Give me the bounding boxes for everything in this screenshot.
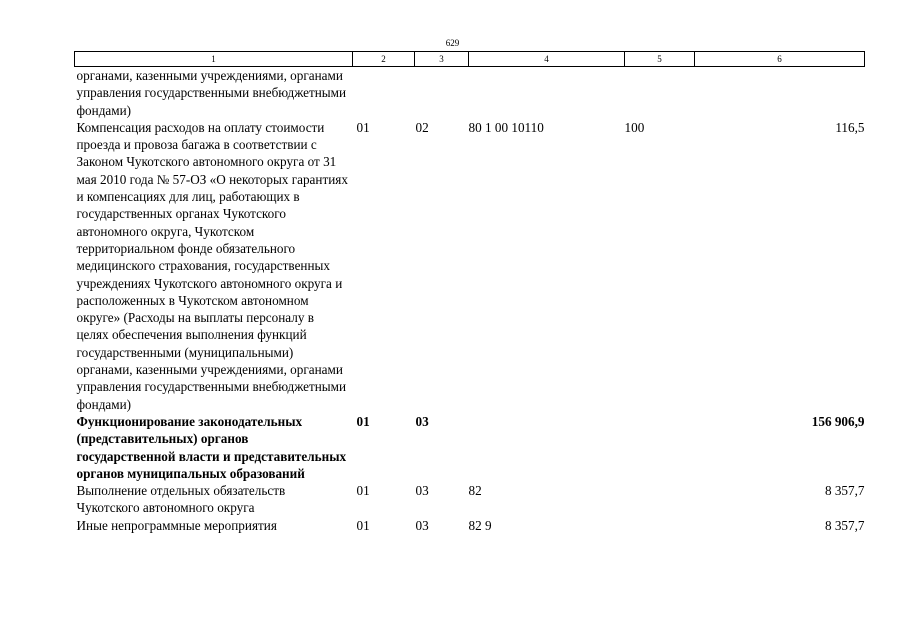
section-code: 01 (356, 119, 370, 135)
table-row: Компенсация расходов на оплату стоимости… (75, 119, 865, 413)
item-name: органами, казенными учреждениями, органа… (76, 68, 347, 118)
target-article-code: 82 (468, 483, 482, 499)
target-article-code: 80 1 00 10110 (468, 119, 544, 135)
target-article-code (469, 413, 625, 482)
column-number: 2 (352, 51, 415, 67)
column-number: 1 (74, 51, 353, 67)
column-number: 6 (694, 51, 865, 67)
subsection-code: 02 (415, 119, 429, 135)
amount: 8 357,7 (824, 483, 865, 499)
table-row: Иные непрограммные мероприятия 01 03 82 9 8 … (75, 517, 865, 534)
item-name: Компенсация расходов на оплату стоимости… (76, 119, 348, 412)
amount: 8 357,7 (824, 517, 865, 533)
subsection-code: 03 (415, 517, 429, 533)
column-number: 5 (624, 51, 695, 67)
subsection-code: 03 (415, 483, 429, 499)
amount (695, 67, 865, 119)
section-code: 01 (356, 413, 370, 429)
expense-type-code (625, 482, 695, 517)
subsection-code (415, 67, 469, 119)
section-code: 01 (356, 517, 370, 533)
item-name: Выполнение отдельных обязательств Чукотс… (76, 483, 286, 516)
amount: 156 906,9 (811, 413, 865, 429)
table-row: Выполнение отдельных обязательств Чукотс… (75, 482, 865, 517)
expense-type-code (625, 517, 695, 534)
column-number: 4 (468, 51, 625, 67)
column-number-row: 1 2 3 4 5 6 (74, 51, 865, 67)
target-article-code: 82 9 (468, 517, 492, 533)
expense-type-code (625, 67, 695, 119)
budget-table: 1 2 3 4 5 6 органами, казенными учрежден… (74, 51, 865, 534)
page-number: 629 (445, 38, 460, 48)
target-article-code (469, 67, 625, 119)
expense-type-code: 100 (624, 119, 645, 135)
column-number: 3 (414, 51, 469, 67)
section-code (353, 67, 415, 119)
item-name: Функционирование законодательных (предст… (76, 413, 347, 481)
expense-type-code (625, 413, 695, 482)
section-code: 01 (356, 483, 370, 499)
table-row: Функционирование законодательных (предст… (75, 413, 865, 482)
amount: 116,5 (835, 119, 865, 135)
table-row: органами, казенными учреждениями, органа… (75, 67, 865, 119)
subsection-code: 03 (415, 413, 429, 429)
item-name: Иные непрограммные мероприятия (76, 517, 277, 533)
